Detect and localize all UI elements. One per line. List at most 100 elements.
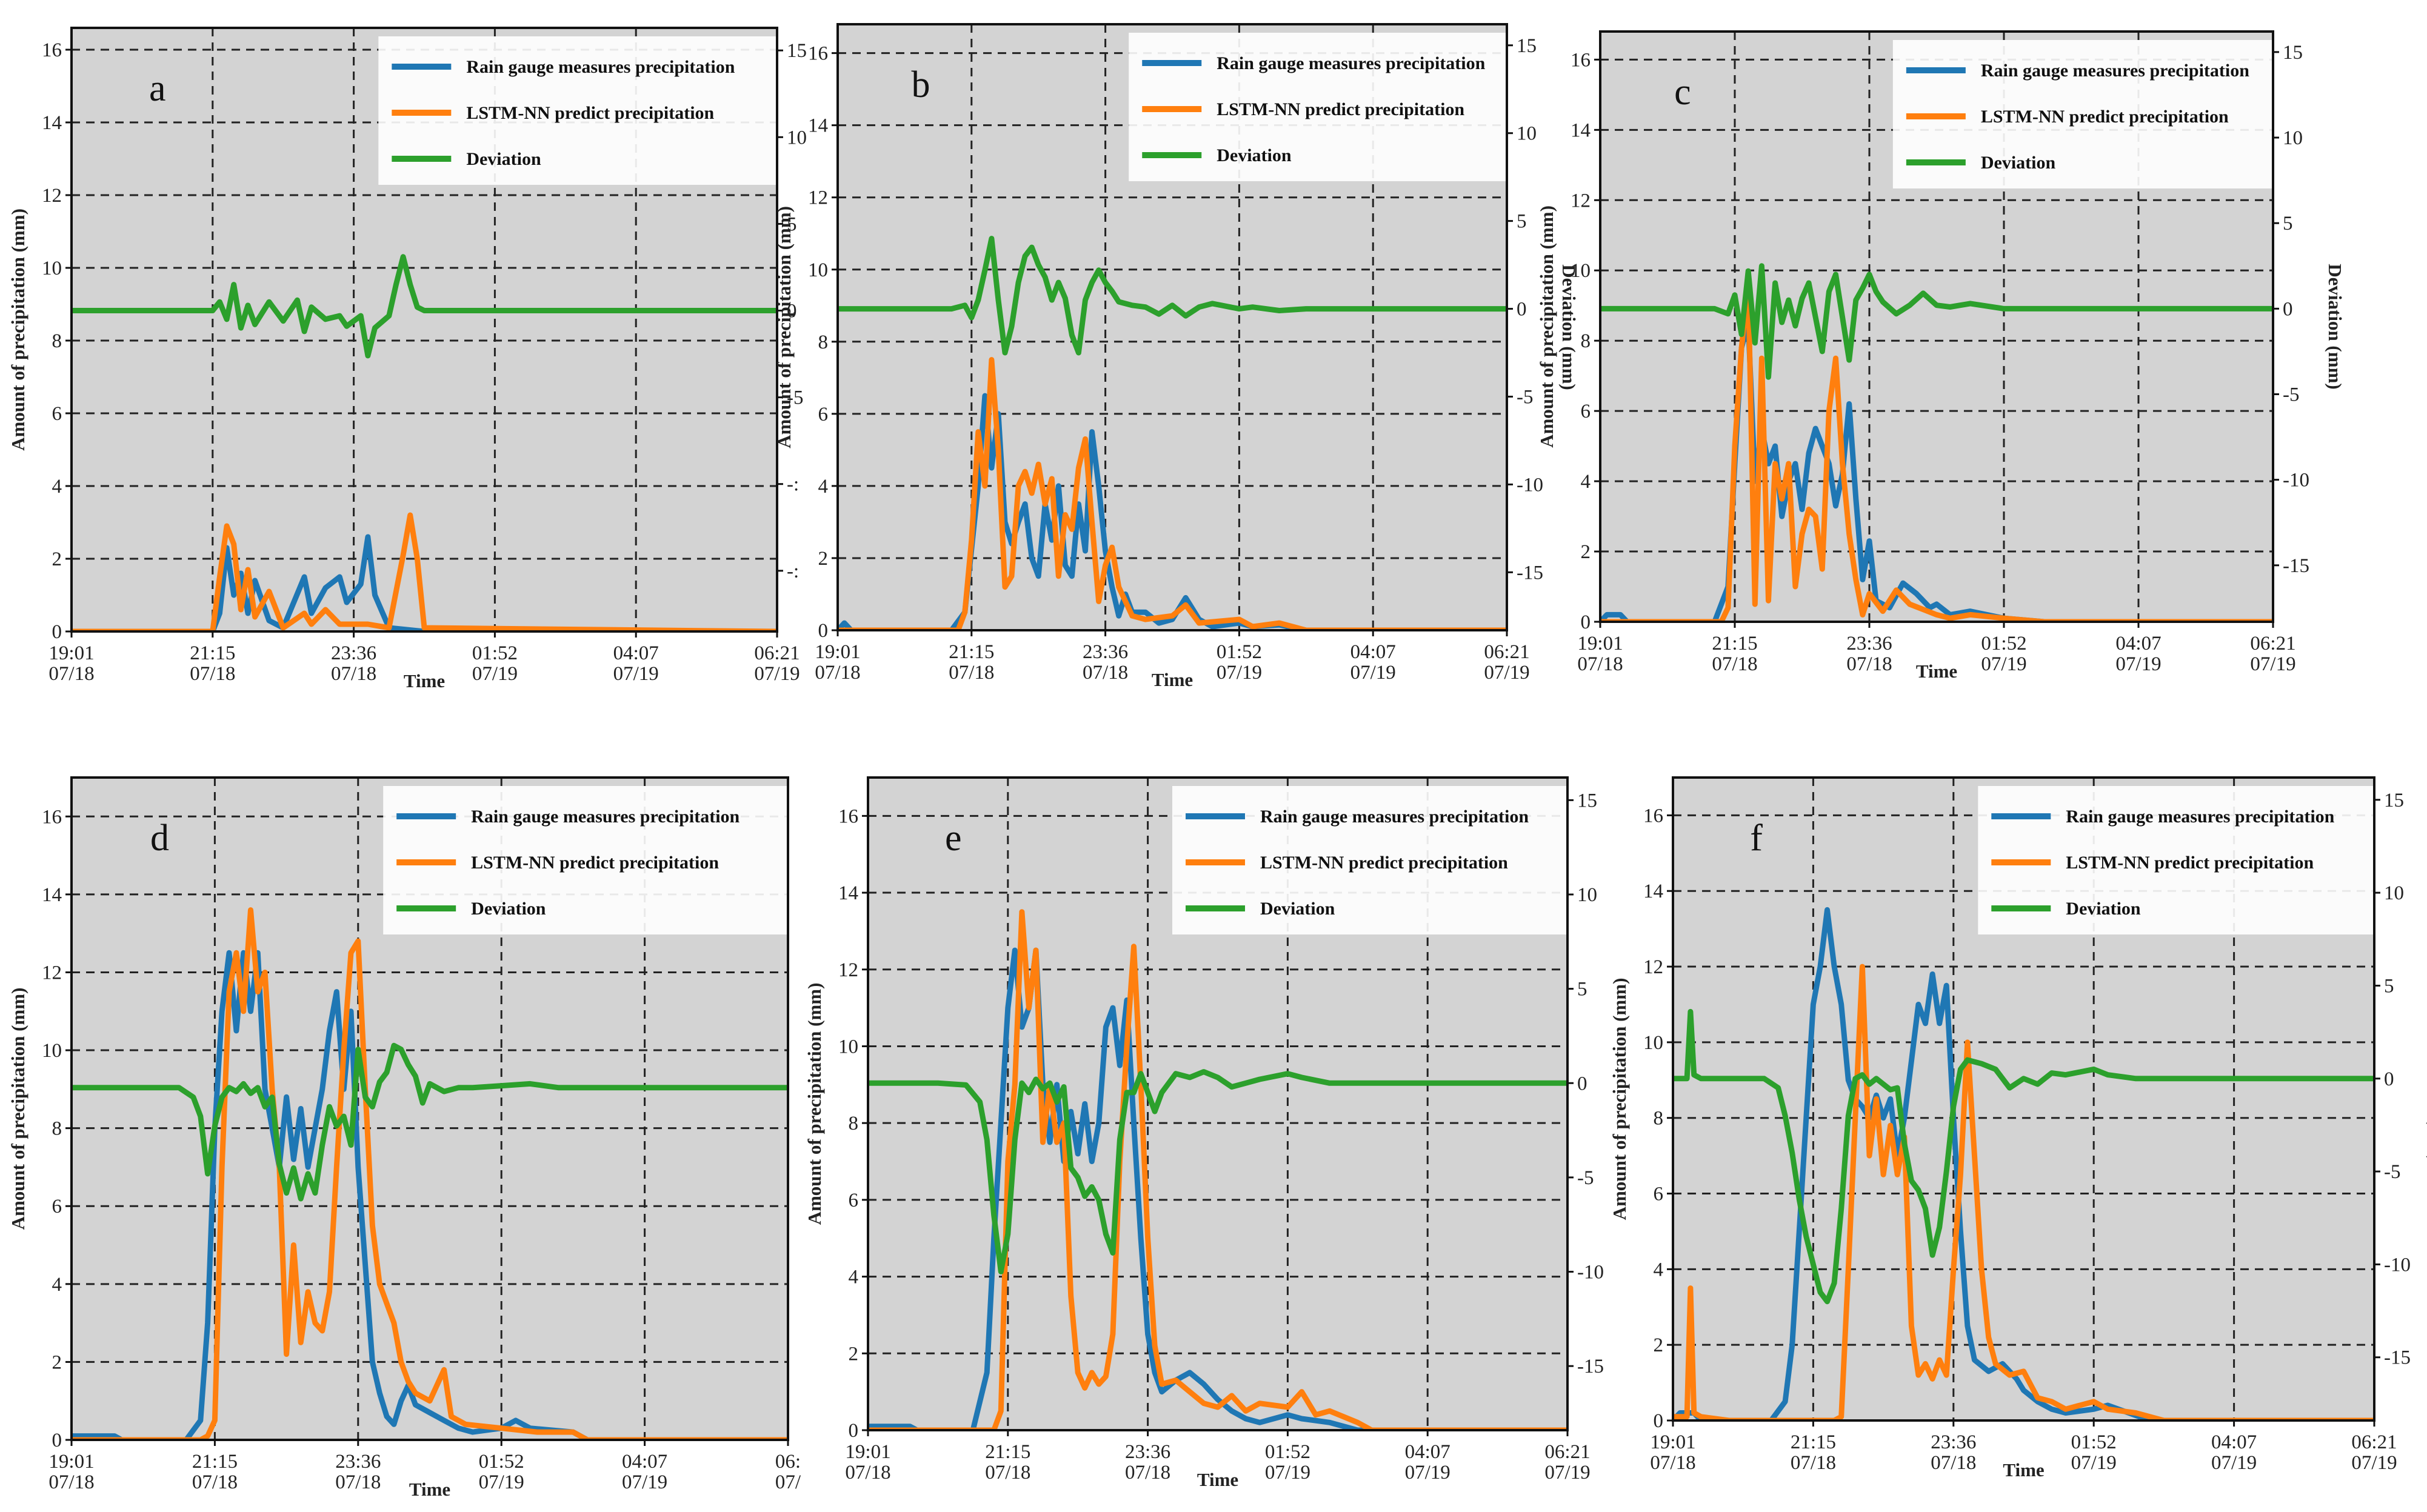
series-group xyxy=(72,254,777,631)
y-tick-label: 0 xyxy=(818,620,829,642)
x-tick-label-date: 07/19 xyxy=(754,663,800,685)
y-tick-label: 12 xyxy=(1643,956,1663,978)
y2-axis-title: Deviation (mm) xyxy=(1558,264,1580,390)
plot-frame xyxy=(1672,776,2375,1422)
series-line-deviation xyxy=(1600,263,2273,380)
x-tick-label-date: 07/19 xyxy=(2071,1452,2117,1474)
legend-label: Rain gauge measures precipitation xyxy=(471,807,739,827)
plot-frame xyxy=(70,776,789,1441)
y2-tick-label: 10 xyxy=(2283,127,2303,149)
y2-tick-label: -10 xyxy=(1577,1262,1604,1284)
y-tick-label: 4 xyxy=(1581,471,1591,493)
x-tick-label-date: 07/18 xyxy=(335,1471,381,1493)
y2-tick-label: -15 xyxy=(2283,555,2309,577)
x-tick-label-date: 07/19 xyxy=(2115,653,2161,675)
y2-tick-label: 10 xyxy=(2384,882,2404,904)
y-axis-title: Amount of precipitation (mm) xyxy=(1609,978,1630,1221)
legend-label: LSTM-NN predict precipitation xyxy=(1217,99,1464,119)
y2-tick-label: 10 xyxy=(1517,123,1537,145)
series-line-predicted xyxy=(1600,281,2273,622)
y-tick-label: 2 xyxy=(849,1343,859,1365)
x-tick-label-date: 07/18 xyxy=(1650,1452,1695,1474)
y-tick-label: 0 xyxy=(52,1430,62,1451)
y2-tick-label: 5 xyxy=(787,213,797,235)
y-tick-label: 12 xyxy=(808,187,828,209)
y2-tick-label: 15 xyxy=(2384,790,2404,811)
plot-frame xyxy=(867,776,1569,1431)
x-tick-label-date: 07/19 xyxy=(2211,1452,2257,1474)
series-line-measured xyxy=(868,947,1567,1430)
chart-panel-e: 0246810121416-15-10-505101519:0107/1821:… xyxy=(804,776,1604,1490)
series-line-measured xyxy=(1673,907,2374,1420)
y2-tick-label: -: xyxy=(787,561,799,582)
x-tick-label-date: 07/18 xyxy=(815,662,860,684)
y-tick-label: 8 xyxy=(849,1113,859,1134)
legend-label: Deviation xyxy=(1260,899,1335,919)
y2-tick-label: -10 xyxy=(1517,474,1543,496)
x-tick-label-date: 07/18 xyxy=(1125,1462,1170,1484)
y2-tick-label: 0 xyxy=(1517,299,1527,321)
y-tick-label: 2 xyxy=(1581,541,1591,563)
x-tick-label-time: 19:01 xyxy=(845,1441,890,1463)
panel-label: e xyxy=(945,818,962,859)
x-tick-label-date: 07/19 xyxy=(1217,662,1262,684)
y2-tick-label: -15 xyxy=(1577,1356,1604,1377)
y2-tick-label: -5 xyxy=(2384,1161,2401,1183)
legend-label: LSTM-NN predict precipitation xyxy=(471,853,719,873)
x-tick-label-time: 23:36 xyxy=(1846,633,1892,654)
legend: Rain gauge measures precipitation LSTM-NN… xyxy=(1172,786,1566,934)
x-tick-label-date: 07/18 xyxy=(845,1462,890,1484)
y-tick-label: 14 xyxy=(42,884,62,906)
x-tick-label-date: 07/18 xyxy=(1791,1452,1836,1474)
legend-label: Rain gauge measures precipitation xyxy=(1217,53,1485,73)
x-axis-title: Time xyxy=(2003,1459,2044,1480)
y2-tick-label: 15 xyxy=(1517,35,1537,57)
legend: Rain gauge measures precipitation LSTM-NN… xyxy=(383,786,787,934)
series-line-measured xyxy=(72,534,777,631)
y2-tick-label: -5 xyxy=(1577,1167,1594,1189)
series-group xyxy=(72,907,788,1440)
x-tick-label-time: 01:52 xyxy=(479,1451,524,1473)
legend: Rain gauge measures precipitation LSTM-NN… xyxy=(1129,33,1506,181)
panel-label: c xyxy=(1674,72,1691,113)
chart-panel-c: 0246810121416-15-10-505101519:0107/1821:… xyxy=(1536,30,2346,682)
x-tick-label-date: 07/18 xyxy=(48,663,94,685)
legend: Rain gauge measures precipitation LSTM-NN… xyxy=(378,36,776,185)
y2-axis-title: Deviation (mm) xyxy=(2426,1036,2427,1162)
x-tick-label-time: 21:15 xyxy=(192,1451,238,1473)
x-tick-label-time: 19:01 xyxy=(1577,633,1623,654)
x-tick-label-time: 04:07 xyxy=(613,642,659,664)
series-group xyxy=(1673,907,2374,1420)
legend-label: LSTM-NN predict precipitation xyxy=(1260,853,1508,873)
x-axis-title: Time xyxy=(1197,1469,1238,1490)
x-tick-label-date: 07/19 xyxy=(1544,1462,1590,1484)
chart-panel-d: 024681012141619:0107/1821:1507/1823:3607… xyxy=(7,776,801,1500)
x-tick-label-date: 07/19 xyxy=(622,1471,667,1493)
y2-tick-label: 0 xyxy=(1577,1073,1587,1094)
x-tick-label-date: 07/19 xyxy=(1350,662,1396,684)
x-tick-label-time: 23:36 xyxy=(1083,641,1128,663)
y-tick-label: 4 xyxy=(52,476,62,498)
x-tick-label-date: 07/18 xyxy=(1712,653,1757,675)
y2-tick-label: 5 xyxy=(1577,979,1587,1001)
y-tick-label: 12 xyxy=(1571,190,1591,211)
y-tick-label: 0 xyxy=(849,1420,859,1442)
x-tick-label-time: 01:52 xyxy=(1981,633,2026,654)
legend-label: Rain gauge measures precipitation xyxy=(466,57,735,77)
x-tick-label-date: 07/19 xyxy=(472,663,518,685)
series-line-deviation xyxy=(838,236,1507,356)
y-tick-label: 10 xyxy=(1643,1032,1663,1054)
series-line-measured xyxy=(72,950,788,1440)
y2-tick-label: -10 xyxy=(2384,1254,2411,1276)
x-tick-label-time: 21:15 xyxy=(190,642,235,664)
legend-label: LSTM-NN predict precipitation xyxy=(2066,853,2314,873)
x-tick-label-date: 07/18 xyxy=(985,1462,1030,1484)
x-tick-label-time: 21:15 xyxy=(1712,633,1757,654)
legend-label: Deviation xyxy=(466,149,541,169)
y2-tick-label: 5 xyxy=(2384,975,2394,997)
x-tick-label-date: 07/18 xyxy=(949,662,994,684)
x-tick-label-date: 07/19 xyxy=(613,663,659,685)
panel-label: a xyxy=(149,68,166,109)
y-tick-label: 16 xyxy=(808,43,828,65)
x-tick-label-time: 21:15 xyxy=(985,1441,1030,1463)
